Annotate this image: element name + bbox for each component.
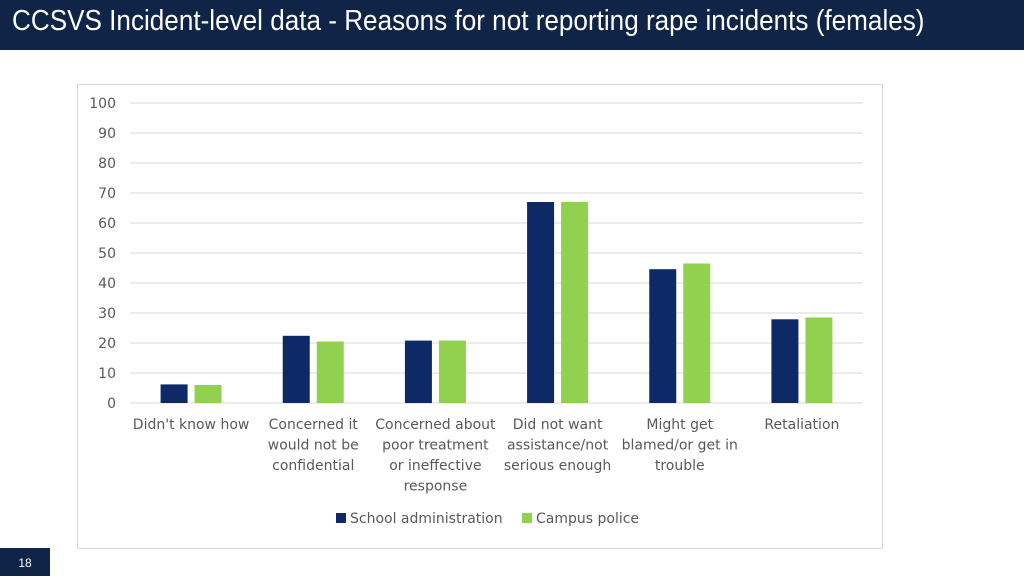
category-label-line: blamed/or get in [622,438,738,454]
y-tick-label: 0 [107,396,116,412]
y-tick-label: 10 [98,366,116,382]
category-label-line: trouble [655,458,705,474]
title-bar: CCSVS Incident-level data - Reasons for … [0,0,1024,50]
category-label: Concerned about poor treatment or ineffect… [375,417,496,495]
category-label-line: serious enough [504,458,611,474]
bar-campus-police [438,340,466,403]
slide-title: CCSVS Incident-level data - Reasons for … [12,5,925,37]
legend-label: School administration [350,511,503,527]
category-label-line: response [404,479,468,495]
bar-campus-police [194,385,222,403]
bar-campus-police [683,263,711,403]
legend-swatch-campus-police [522,513,532,523]
category-label-line: or ineffective [389,458,481,474]
y-tick-label: 100 [89,96,116,112]
y-tick-label: 80 [98,156,116,172]
category-label-line: Concerned it [269,417,359,433]
bar-chart: 0 10 20 30 40 50 60 70 80 90 100 Didn't know how Con… [89,96,863,527]
y-tick-label: 90 [98,126,116,142]
y-tick-label: 40 [98,276,116,292]
bar-school-administration [649,269,677,403]
category-label-line: Might get [646,417,713,433]
chart-frame: 0 10 20 30 40 50 60 70 80 90 100 Didn't know how Con… [77,84,883,549]
page-number: 18 [0,548,50,576]
category-label-line: Did not want [513,417,603,433]
bar-school-administration [160,384,188,403]
category-label-line: Didn't know how [133,417,250,433]
bar-campus-police [316,341,344,403]
category-label-line: Concerned about [375,417,496,433]
bar-school-administration [771,319,799,403]
category-label: Didn't know how [133,417,250,433]
y-tick-label: 30 [98,306,116,322]
y-tick-label: 20 [98,336,116,352]
legend-label: Campus police [536,511,639,527]
category-label-line: assistance/not [507,438,609,454]
category-label: Retaliation [764,417,839,433]
y-tick-label: 70 [98,186,116,202]
category-label-line: poor treatment [382,438,489,454]
bar-school-administration [282,335,310,403]
y-tick-label: 60 [98,216,116,232]
bar-school-administration [527,202,555,403]
category-label: Might get blamed/or get in trouble [622,417,738,474]
category-label: Did not want assistance/not serious enough [504,417,611,474]
y-tick-label: 50 [98,246,116,262]
category-label: Concerned it would not be confidential [268,417,359,474]
legend-swatch-school-administration [336,513,346,523]
category-label-line: Retaliation [764,417,839,433]
bar-campus-police [805,317,833,403]
bar-school-administration [404,340,432,403]
category-label-line: would not be [268,438,359,454]
category-label-line: confidential [272,458,354,474]
bar-campus-police [561,202,589,403]
